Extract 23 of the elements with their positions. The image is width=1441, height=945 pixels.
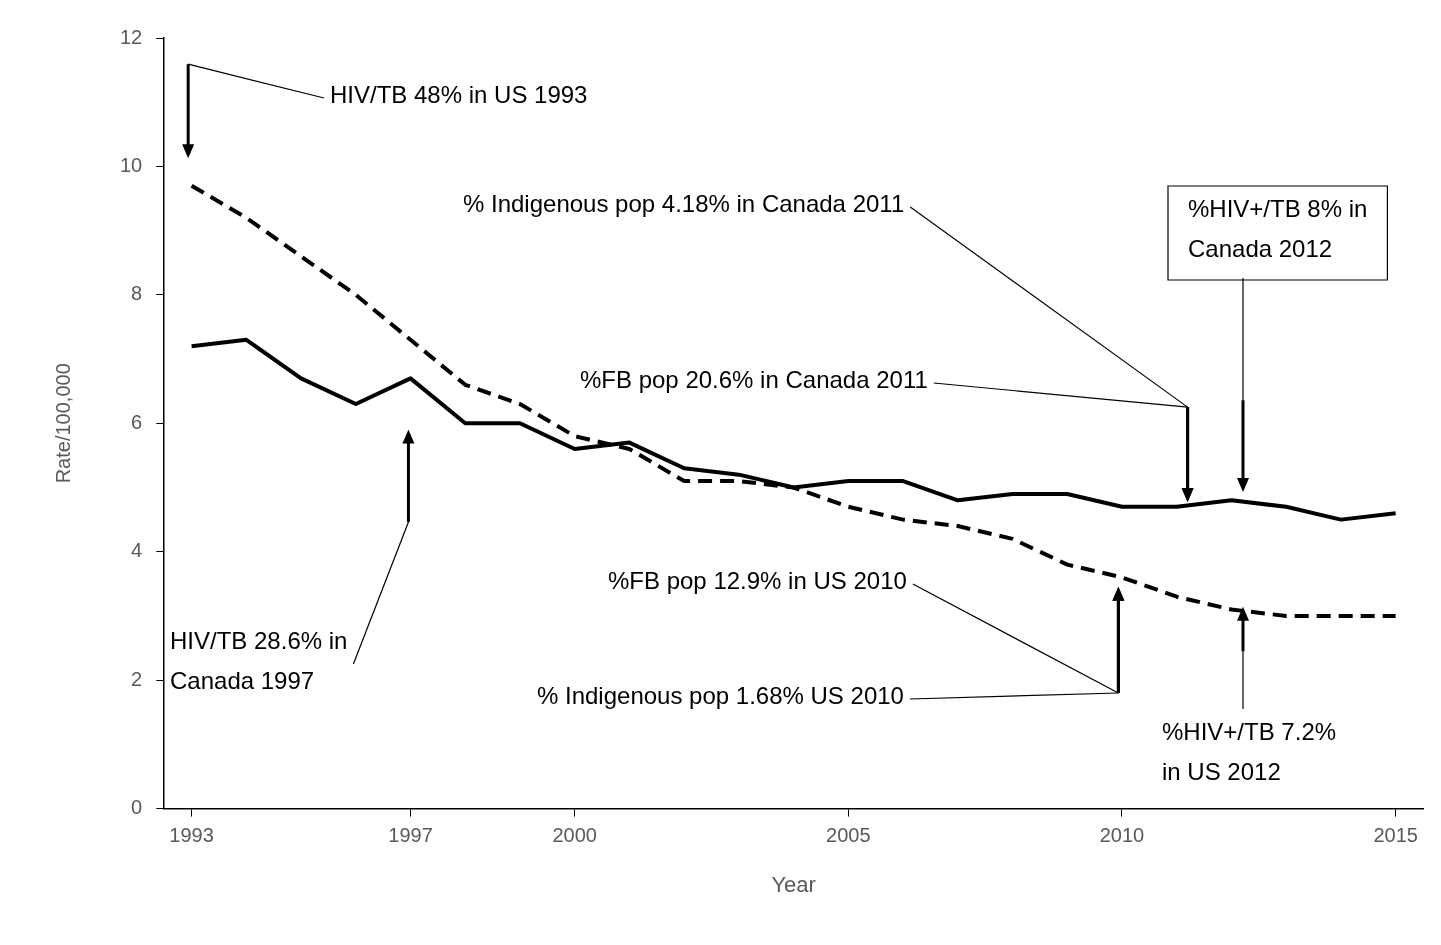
annotation: %FB pop 12.9% in US 2010	[608, 566, 907, 594]
annotation: %HIV+/TB 7.2% in US 2012	[1162, 717, 1337, 785]
annotation: %HIV+/TB 8% in Canada 2012	[1188, 194, 1368, 262]
y-tick-label: 10	[120, 153, 143, 176]
annotation: HIV/TB 48% in US 1993	[330, 80, 588, 108]
y-tick-label: 4	[131, 539, 143, 562]
x-tick-label: 1997	[388, 824, 433, 847]
x-tick-label: 2015	[1373, 824, 1418, 847]
annotation: % Indigenous pop 4.18% in Canada 2011	[463, 189, 905, 217]
y-axis-title: Rate/100,000	[51, 363, 74, 484]
x-tick-label: 1993	[169, 824, 214, 847]
x-tick-label: 2000	[552, 824, 597, 847]
x-tick-label: 2010	[1099, 824, 1145, 847]
annotation: %FB pop 20.6% in Canada 2011	[580, 365, 928, 393]
y-tick-label: 0	[131, 796, 143, 819]
y-tick-label: 8	[131, 282, 143, 305]
y-tick-label: 6	[131, 410, 143, 433]
y-tick-label: 12	[120, 25, 143, 48]
annotation: HIV/TB 28.6% in Canada 1997	[170, 626, 348, 694]
y-tick-label: 2	[131, 667, 143, 690]
x-tick-label: 2005	[826, 824, 871, 847]
annotation: % Indigenous pop 1.68% US 2010	[537, 681, 904, 709]
x-axis-title: Year	[771, 871, 816, 897]
